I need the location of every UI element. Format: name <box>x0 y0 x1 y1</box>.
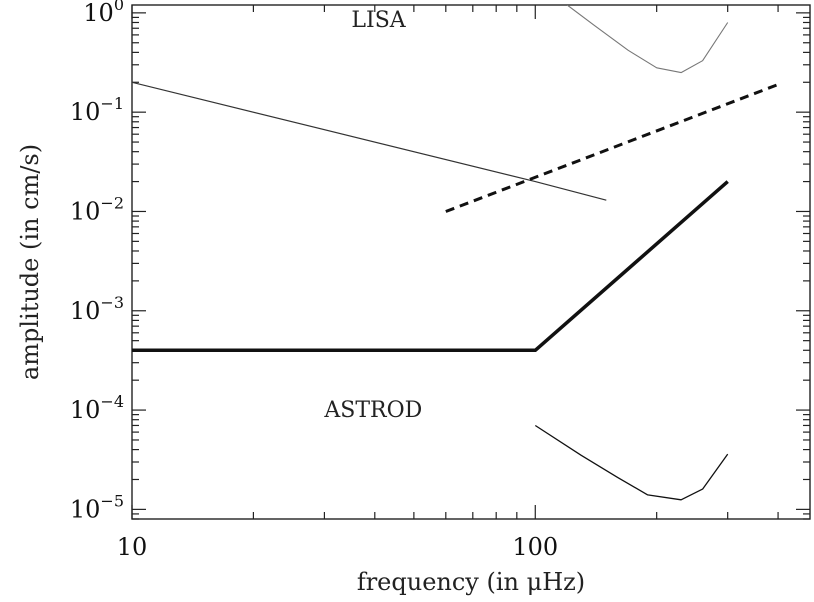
series-line-thin-curve <box>534 424 729 501</box>
y-axis-ticks: 100 10−1 10−2 10−3 10−4 10−5 <box>70 0 810 523</box>
y-tick-label: 10−5 <box>70 491 124 523</box>
y-tick-label: 10−2 <box>70 193 124 225</box>
x-axis-ticks: 10 100 <box>117 5 779 561</box>
series-line-thin-solid <box>132 81 607 201</box>
series-line-thick-solid <box>132 180 729 353</box>
x-tick-label: 100 <box>512 533 558 561</box>
annotation-layer: LISA ASTROD <box>323 8 422 423</box>
y-tick-label: 100 <box>83 0 124 27</box>
y-tick-label: 10−4 <box>70 392 124 424</box>
series-line-dotted-curve <box>566 5 729 74</box>
annotation-label: LISA <box>351 8 406 33</box>
x-axis-title: frequency (in μHz) <box>357 568 585 596</box>
annotation-label: ASTROD <box>323 398 422 423</box>
series-line-dashed <box>445 83 779 213</box>
x-tick-label: 10 <box>117 533 148 561</box>
series-layer <box>132 5 779 501</box>
y-axis-title: amplitude (in cm/s) <box>16 144 44 380</box>
plot-frame <box>131 4 811 520</box>
y-tick-label: 10−1 <box>70 94 124 126</box>
y-tick-label: 10−3 <box>70 293 124 325</box>
